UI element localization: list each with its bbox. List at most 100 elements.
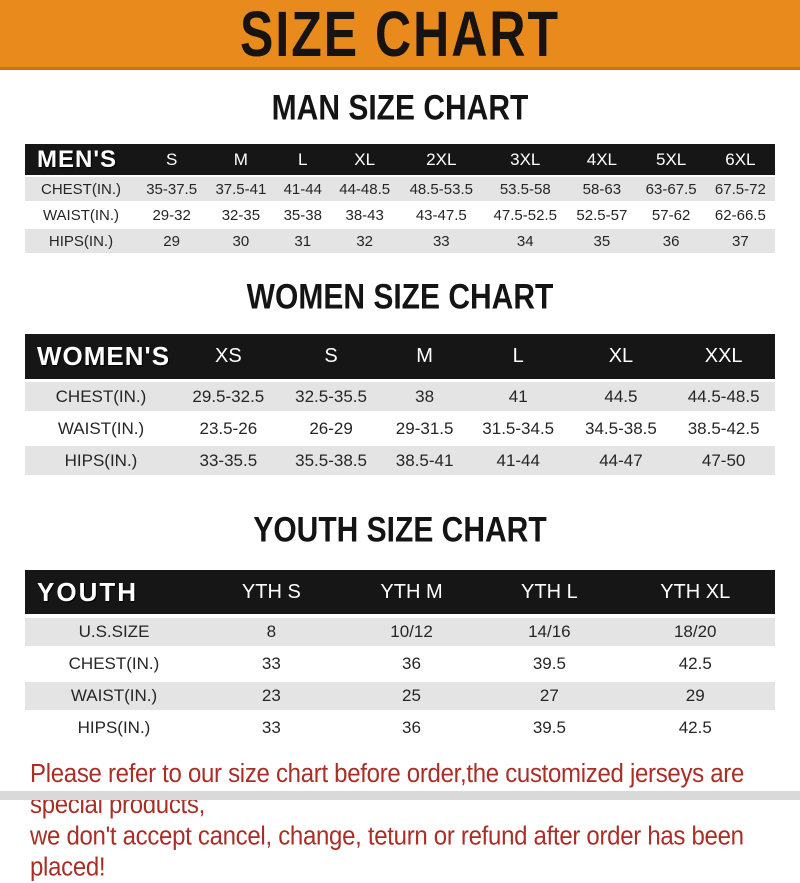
size-value-cell: 10/12 (339, 618, 484, 646)
size-value-cell: 33 (203, 650, 340, 678)
size-value-cell: 38.5-42.5 (672, 414, 775, 443)
size-value-cell: 33-35.5 (177, 446, 280, 475)
size-chart-banner: SIZE CHART (0, 0, 800, 70)
size-value-cell: 38 (382, 382, 467, 411)
size-column-header: YTH XL (615, 570, 775, 614)
row-label: HIPS(IN.) (25, 446, 177, 475)
size-value-cell: 23.5-26 (177, 414, 280, 443)
size-value-cell: 41-44 (275, 177, 331, 201)
table-row: HIPS(IN.) 33-35.5 35.5-38.5 38.5-41 41-44 44-… (25, 446, 775, 475)
size-value-cell: 44-47 (569, 446, 673, 475)
size-value-cell: 42.5 (615, 714, 775, 742)
size-value-cell: 35 (567, 229, 637, 253)
table-corner-label: YOUTH (25, 570, 203, 614)
size-value-cell: 34 (483, 229, 568, 253)
size-column-header: 3XL (483, 144, 568, 175)
table-row: CHEST(IN.) 35-37.5 37.5-41 41-44 44-48.5 48.5… (25, 177, 775, 201)
size-value-cell: 35-38 (275, 203, 331, 227)
row-label: WAIST(IN.) (25, 682, 203, 710)
size-column-header: XL (569, 334, 673, 379)
size-column-header: 4XL (567, 144, 637, 175)
row-label: WAIST(IN.) (25, 203, 137, 227)
table-row: HIPS(IN.) 33 36 39.5 42.5 (25, 714, 775, 742)
size-column-header: XXL (672, 334, 775, 379)
row-label: CHEST(IN.) (25, 382, 177, 411)
size-column-header: YTH S (203, 570, 340, 614)
size-column-header: L (275, 144, 331, 175)
women-size-chart-heading: WOMEN SIZE CHART (246, 277, 554, 317)
table-header-row: MEN'S S M L XL 2XL 3XL 4XL 5XL 6XL (25, 144, 775, 175)
table-header-row: YOUTH YTH S YTH M YTH L YTH XL (25, 570, 775, 614)
size-value-cell: 38-43 (330, 203, 400, 227)
size-value-cell: 31.5-34.5 (466, 414, 570, 443)
size-value-cell: 36 (339, 714, 484, 742)
size-value-cell: 29-32 (137, 203, 207, 227)
row-label: HIPS(IN.) (25, 229, 137, 253)
size-column-header: S (137, 144, 207, 175)
size-value-cell: 35-37.5 (137, 177, 207, 201)
row-label: CHEST(IN.) (25, 177, 137, 201)
size-value-cell: 58-63 (567, 177, 637, 201)
row-label: HIPS(IN.) (25, 714, 203, 742)
banner-title: SIZE CHART (240, 0, 560, 70)
size-column-header: 5XL (636, 144, 706, 175)
size-value-cell: 38.5-41 (382, 446, 467, 475)
size-value-cell: 35.5-38.5 (279, 446, 383, 475)
table-row: HIPS(IN.) 29 30 31 32 33 34 35 36 37 (25, 229, 775, 253)
size-column-header: YTH M (339, 570, 484, 614)
size-value-cell: 36 (636, 229, 706, 253)
bottom-gray-strip (0, 791, 800, 800)
size-value-cell: 36 (339, 650, 484, 678)
youth-size-table: YOUTH YTH S YTH M YTH L YTH XL U.S.SIZE 8 10/12… (25, 566, 775, 746)
size-column-header: XS (177, 334, 280, 379)
size-column-header: M (206, 144, 276, 175)
size-value-cell: 53.5-58 (483, 177, 568, 201)
size-value-cell: 44.5-48.5 (672, 382, 775, 411)
size-value-cell: 44-48.5 (330, 177, 400, 201)
size-value-cell: 8 (203, 618, 340, 646)
size-column-header: 6XL (705, 144, 775, 175)
size-value-cell: 41-44 (466, 446, 570, 475)
size-value-cell: 42.5 (615, 650, 775, 678)
row-label: CHEST(IN.) (25, 650, 203, 678)
size-column-header: XL (330, 144, 400, 175)
table-row: CHEST(IN.) 29.5-32.5 32.5-35.5 38 41 44.5 44.5… (25, 382, 775, 411)
size-value-cell: 47-50 (672, 446, 775, 475)
size-column-header: M (382, 334, 467, 379)
table-row: WAIST(IN.) 23 25 27 29 (25, 682, 775, 710)
size-value-cell: 39.5 (483, 650, 616, 678)
table-corner-label: WOMEN'S (25, 334, 177, 379)
row-label: WAIST(IN.) (25, 414, 177, 443)
size-value-cell: 32.5-35.5 (279, 382, 383, 411)
disclaimer-text: Please refer to our size chart before or… (30, 758, 800, 883)
size-value-cell: 41 (466, 382, 570, 411)
women-size-table: WOMEN'S XS S M L XL XXL CHEST(IN.) 29.5-32.5 32.5… (25, 331, 775, 478)
size-value-cell: 37 (705, 229, 775, 253)
size-value-cell: 43-47.5 (399, 203, 484, 227)
table-row: U.S.SIZE 8 10/12 14/16 18/20 (25, 618, 775, 646)
size-value-cell: 62-66.5 (705, 203, 775, 227)
size-value-cell: 25 (339, 682, 484, 710)
size-value-cell: 34.5-38.5 (569, 414, 673, 443)
size-value-cell: 30 (206, 229, 276, 253)
size-value-cell: 57-62 (636, 203, 706, 227)
size-column-header: S (279, 334, 383, 379)
table-row: CHEST(IN.) 33 36 39.5 42.5 (25, 650, 775, 678)
size-value-cell: 29 (615, 682, 775, 710)
row-label: U.S.SIZE (25, 618, 203, 646)
size-value-cell: 44.5 (569, 382, 673, 411)
size-value-cell: 29 (137, 229, 207, 253)
size-column-header: 2XL (399, 144, 484, 175)
size-value-cell: 33 (399, 229, 484, 253)
size-value-cell: 67.5-72 (705, 177, 775, 201)
disclaimer-line-2: we don't accept cancel, change, teturn o… (30, 821, 744, 883)
size-column-header: YTH L (483, 570, 616, 614)
size-value-cell: 23 (203, 682, 340, 710)
size-value-cell: 37.5-41 (206, 177, 276, 201)
disclaimer-line-1: Please refer to our size chart before or… (30, 759, 745, 820)
size-column-header: L (466, 334, 570, 379)
table-row: WAIST(IN.) 29-32 32-35 35-38 38-43 43-47.5 47.… (25, 203, 775, 227)
size-value-cell: 47.5-52.5 (483, 203, 568, 227)
size-value-cell: 32 (330, 229, 400, 253)
men-size-table: MEN'S S M L XL 2XL 3XL 4XL 5XL 6XL CHEST(IN.) 35-37… (25, 142, 775, 255)
